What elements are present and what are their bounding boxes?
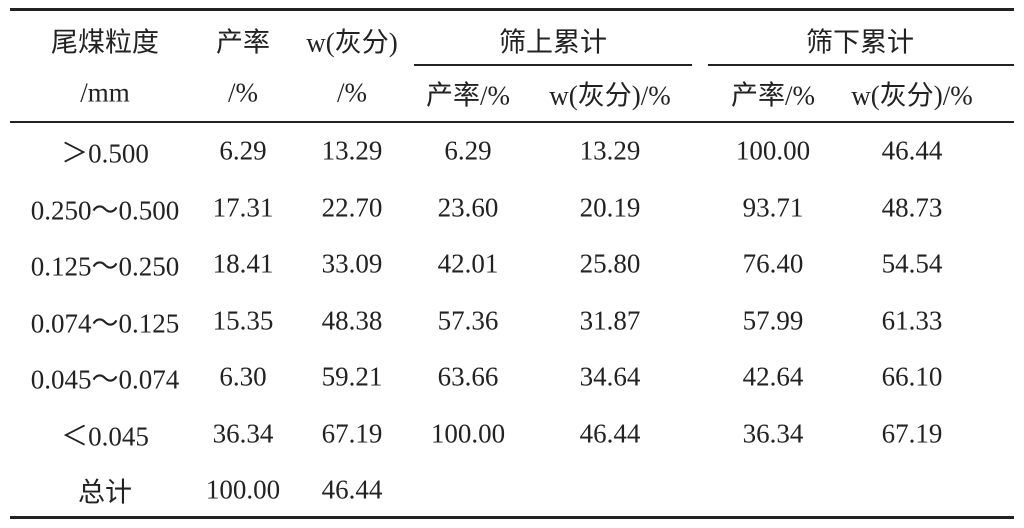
header-rule	[10, 121, 1014, 123]
table-cell: 36.34	[742, 418, 804, 448]
table-cell: 0.250～0.500	[30, 195, 180, 225]
table-cell: 0.045～0.074	[30, 364, 180, 395]
table-cell: 100.00	[735, 135, 811, 166]
table-cell: ＞0.500	[61, 138, 149, 169]
bottom-rule	[10, 516, 1014, 519]
header-cell: 产率	[216, 27, 270, 58]
table-cell: 67.19	[881, 418, 943, 448]
table-cell: 15.35	[212, 305, 274, 335]
table-cell: 46.44	[579, 418, 641, 448]
table-cell: 61.33	[881, 305, 943, 335]
table-cell: 48.73	[881, 192, 943, 222]
table-cell: 57.99	[742, 305, 804, 335]
header-cell: 尾煤粒度	[51, 27, 159, 58]
table-cell: 31.87	[579, 305, 641, 335]
header-cell: 产率/%	[426, 80, 510, 111]
group-rule	[414, 64, 692, 66]
table-cell: 100.00	[205, 474, 281, 505]
table-cell: 93.71	[742, 192, 804, 222]
table-cell: 0.125～0.250	[30, 251, 180, 282]
table-cell: 59.21	[321, 361, 383, 392]
table-cell: 36.34	[212, 418, 274, 448]
table-cell: 76.40	[742, 248, 804, 279]
table-cell: 100.00	[430, 418, 506, 448]
table-cell: 57.36	[437, 305, 499, 335]
header-cell: w(灰分)	[306, 27, 398, 58]
table-cell: 23.60	[437, 192, 499, 222]
table-cell: 42.01	[437, 248, 499, 279]
table-cell: 46.44	[881, 135, 943, 166]
table-cell: 6.29	[219, 135, 267, 166]
header-cell: w(灰分)/%	[549, 80, 671, 111]
table-cell: 13.29	[579, 135, 641, 166]
header-cell: /mm	[80, 77, 130, 108]
table-cell: 48.38	[321, 305, 383, 335]
table-cell: ＜0.045	[61, 421, 149, 451]
table-cell: 18.41	[212, 248, 274, 279]
table-cell: 46.44	[321, 474, 383, 505]
header-cell: 筛下累计	[806, 27, 914, 58]
table-cell: 34.64	[579, 361, 641, 392]
table-cell: 54.54	[881, 248, 943, 279]
table-cell: 13.29	[321, 135, 383, 166]
group-rule	[708, 64, 1014, 66]
header-cell: 产率/%	[731, 80, 815, 111]
table-cell: 22.70	[321, 192, 383, 222]
table-cell: 63.66	[437, 361, 499, 392]
table-cell: 6.30	[219, 361, 267, 392]
table-cell: 66.10	[881, 361, 943, 392]
top-rule	[10, 8, 1014, 11]
table-cell: 67.19	[321, 418, 383, 448]
header-cell: /%	[337, 77, 367, 108]
table-cell: 6.29	[444, 135, 492, 166]
header-cell: 筛上累计	[499, 27, 607, 58]
table-cell: 总计	[78, 477, 132, 508]
table-cell: 33.09	[321, 248, 383, 279]
table-cell: 42.64	[742, 361, 804, 392]
table-cell: 0.074～0.125	[30, 308, 180, 338]
table-cell: 20.19	[579, 192, 641, 222]
header-cell: /%	[228, 77, 258, 108]
table-cell: 25.80	[579, 248, 641, 279]
table-cell: 17.31	[212, 192, 274, 222]
header-cell: w(灰分)/%	[851, 80, 973, 111]
